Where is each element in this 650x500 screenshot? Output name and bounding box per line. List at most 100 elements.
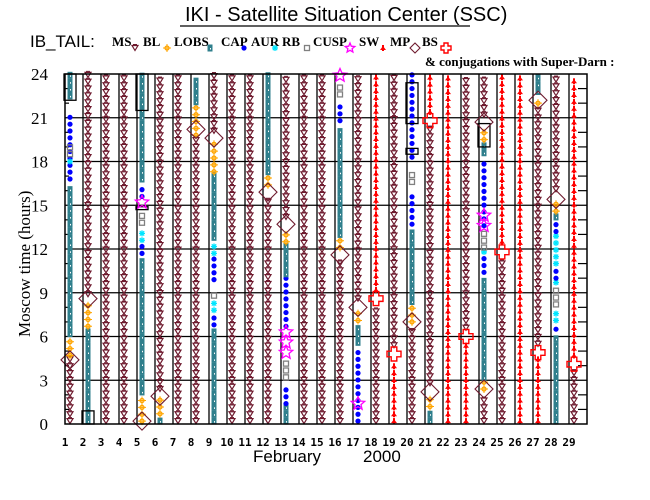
- x-tick-label: 21: [418, 436, 432, 449]
- ms-symbol: [101, 232, 111, 240]
- ms-symbol: [389, 121, 399, 130]
- mp-crossing-marker: [258, 182, 278, 202]
- ms-symbol: [155, 350, 165, 359]
- x-tick-label: 1: [62, 436, 69, 449]
- ms-symbol: [425, 365, 435, 374]
- bl-symbol: [282, 237, 290, 246]
- ms-symbol: [245, 389, 255, 398]
- ms-symbol: [245, 314, 255, 322]
- ms-symbol: [173, 101, 183, 110]
- ms-symbol: [317, 122, 327, 131]
- ms-symbol: [101, 108, 111, 117]
- sw-symbol: [445, 418, 451, 425]
- cap-symbol: [67, 135, 73, 141]
- lobs-symbol: [337, 189, 343, 197]
- cap-symbol: [355, 418, 361, 424]
- ms-symbol: [191, 273, 201, 281]
- ms-symbol: [101, 170, 111, 178]
- sw-symbol: [463, 390, 469, 397]
- lobs-symbol: [211, 335, 217, 343]
- ms-symbol: [497, 375, 507, 384]
- ms-symbol: [425, 310, 435, 319]
- ms-symbol: [479, 410, 489, 418]
- lobs-symbol: [139, 265, 145, 273]
- ms-symbol: [317, 211, 327, 220]
- day-column-1: [60, 71, 80, 425]
- ms-symbol: [245, 403, 255, 412]
- ms-symbol: [389, 135, 399, 144]
- ms-symbol: [317, 101, 327, 110]
- lobs-symbol: [337, 155, 343, 163]
- ms-symbol: [317, 307, 327, 316]
- bl-symbol: [138, 403, 146, 412]
- ms-symbol: [461, 207, 471, 215]
- ms-symbol: [101, 88, 111, 96]
- sw-symbol: [517, 390, 523, 397]
- ms-symbol: [119, 273, 129, 281]
- sw-symbol: [391, 390, 397, 397]
- ms-symbol: [533, 326, 543, 334]
- sw-symbol: [463, 356, 469, 363]
- ms-symbol: [83, 262, 93, 271]
- ms-symbol: [227, 115, 237, 124]
- ms-symbol: [119, 369, 129, 377]
- ms-symbol: [101, 293, 111, 302]
- sw-symbol: [571, 194, 577, 201]
- ms-symbol: [533, 127, 543, 135]
- ms-symbol: [371, 348, 381, 357]
- ms-symbol: [371, 341, 381, 350]
- lobs-symbol: [409, 236, 415, 244]
- ms-symbol: [425, 324, 435, 332]
- ms-symbol: [425, 159, 435, 168]
- sw-symbol: [517, 116, 523, 123]
- ms-symbol: [173, 334, 183, 343]
- rb-symbol: [480, 230, 488, 237]
- lobs-symbol: [211, 369, 217, 377]
- ms-symbol: [245, 177, 255, 185]
- ms-symbol: [101, 273, 111, 281]
- sw-symbol: [380, 45, 386, 51]
- sw-symbol: [571, 325, 577, 332]
- sw-symbol: [571, 331, 577, 338]
- lobs-symbol: [157, 417, 163, 425]
- segment-ms: [227, 74, 237, 425]
- ms-symbol: [173, 136, 183, 144]
- bs-crossing-marker: [386, 346, 402, 362]
- sw-symbol: [517, 281, 523, 287]
- ms-symbol: [533, 264, 543, 273]
- ms-symbol: [317, 355, 327, 364]
- ms-symbol: [407, 382, 417, 391]
- lobs-symbol: [265, 120, 271, 128]
- ms-symbol: [299, 170, 309, 178]
- ms-symbol: [191, 410, 201, 418]
- ms-symbol: [245, 348, 255, 357]
- sw-symbol: [391, 370, 397, 377]
- lobs-symbol: [337, 182, 343, 190]
- ms-symbol: [155, 131, 165, 140]
- cap-symbol: [283, 309, 289, 316]
- sw-symbol: [499, 94, 505, 101]
- ms-symbol: [191, 417, 201, 425]
- ms-symbol: [461, 282, 471, 291]
- x-tick-label: 24: [472, 436, 486, 449]
- ms-symbol: [263, 280, 273, 288]
- ms-symbol: [83, 70, 93, 79]
- bl-symbol: [156, 396, 164, 405]
- ms-symbol: [245, 259, 255, 268]
- ms-symbol: [119, 341, 129, 350]
- ms-symbol: [299, 163, 309, 172]
- ms-symbol: [101, 307, 111, 316]
- bl-symbol: [156, 402, 164, 411]
- ms-symbol: [155, 261, 165, 270]
- ms-symbol: [335, 348, 345, 357]
- sw-symbol: [517, 219, 523, 226]
- ms-symbol: [119, 355, 129, 364]
- lobs-symbol: [337, 230, 343, 238]
- ms-symbol: [245, 142, 255, 151]
- ms-symbol: [317, 218, 327, 226]
- lobs-symbol: [67, 186, 73, 194]
- ms-symbol: [119, 170, 129, 178]
- ms-symbol: [101, 259, 111, 268]
- day-column-26: [517, 75, 523, 425]
